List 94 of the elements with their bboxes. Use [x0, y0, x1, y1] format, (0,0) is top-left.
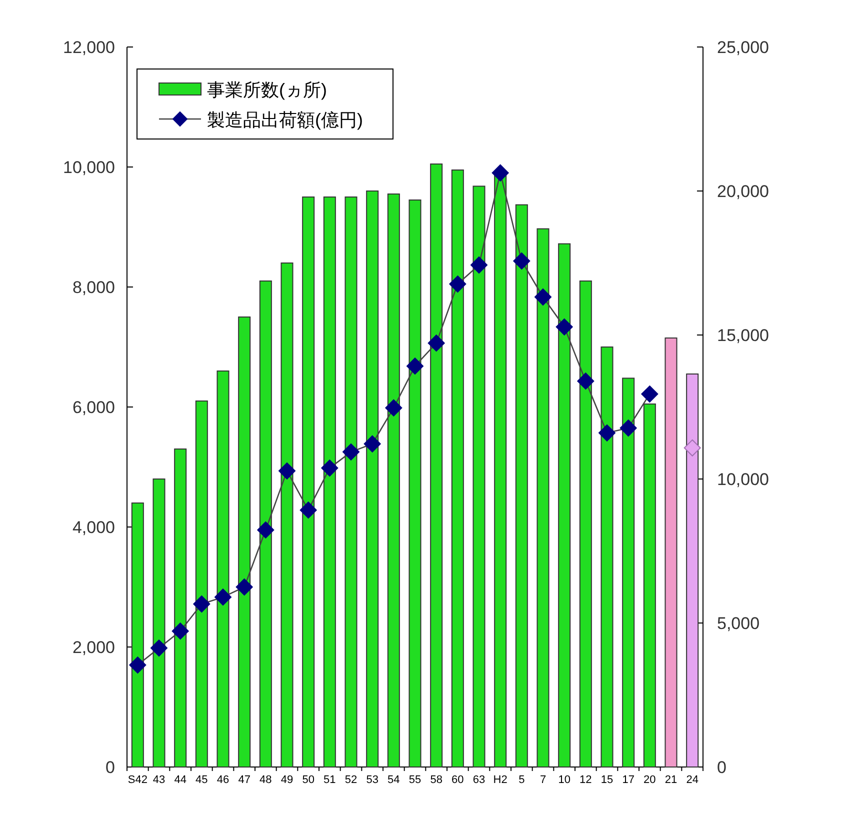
point — [321, 460, 338, 477]
bar — [195, 400, 208, 768]
bar — [366, 190, 379, 768]
bar — [259, 280, 272, 768]
point — [684, 439, 701, 456]
bar — [686, 374, 699, 768]
bar — [302, 196, 315, 768]
bar — [408, 200, 422, 768]
x-tick-label: 50 — [302, 774, 314, 786]
legend-label: 事業所数(ヵ所) — [207, 80, 327, 100]
bar — [344, 196, 358, 768]
point — [364, 435, 381, 452]
point — [342, 443, 360, 460]
x-tick-label: 43 — [152, 774, 166, 786]
x-tick-label: 48 — [260, 774, 272, 786]
point — [300, 502, 317, 519]
bar — [643, 404, 656, 768]
point — [214, 588, 232, 606]
bar — [131, 502, 144, 768]
x-tick-label: 52 — [344, 774, 358, 786]
bar — [323, 196, 336, 768]
point — [534, 288, 552, 306]
y-tick-label: 0 — [106, 758, 115, 777]
y-tick-label: 2,000 — [72, 638, 115, 657]
bar — [152, 478, 166, 768]
x-tick-label: 17 — [622, 774, 634, 786]
point — [428, 334, 445, 352]
bar — [280, 262, 294, 768]
x-tick-label: 7 — [540, 774, 546, 786]
bar — [387, 194, 400, 768]
x-tick-label: 53 — [366, 774, 378, 786]
bar — [536, 228, 550, 768]
bar — [600, 346, 614, 768]
point — [620, 420, 637, 437]
bar — [216, 370, 230, 768]
x-tick-label: 21 — [664, 774, 678, 786]
x-tick-label: 15 — [600, 774, 614, 786]
point — [236, 578, 253, 596]
point — [150, 640, 168, 657]
x-tick-label: 44 — [174, 774, 186, 786]
point — [193, 595, 210, 612]
y-tick-label: 12,000 — [63, 38, 115, 57]
bar — [472, 186, 486, 768]
x-tick-label: S42 — [128, 774, 148, 786]
x-tick-label: 12 — [580, 774, 592, 786]
bar — [558, 243, 571, 768]
x-tick-label: 24 — [686, 774, 698, 786]
x-tick-label: 58 — [430, 774, 442, 786]
point — [641, 386, 658, 403]
y2-tick-label: 15,000 — [717, 326, 769, 345]
point — [492, 164, 509, 182]
x-tick-label: 54 — [388, 774, 400, 786]
point — [406, 358, 424, 375]
x-tick-label: 47 — [238, 774, 250, 786]
x-tick-label: 10 — [558, 774, 570, 786]
bar — [451, 170, 464, 768]
bar — [238, 316, 251, 768]
bar — [579, 280, 592, 768]
y2-tick-label: 5,000 — [717, 614, 760, 633]
y-tick-label: 4,000 — [72, 518, 115, 537]
point — [278, 462, 296, 480]
x-tick-label: H2 — [493, 774, 508, 786]
x-tick-label: 60 — [452, 774, 464, 786]
x-tick-label: 20 — [644, 774, 656, 786]
x-tick-label: 63 — [472, 774, 486, 786]
bar — [664, 338, 678, 768]
point — [513, 252, 530, 270]
x-tick-label: 45 — [196, 774, 208, 786]
y2-tick-label: 25,000 — [717, 38, 769, 57]
x-tick-label: 49 — [280, 774, 294, 786]
point — [556, 318, 573, 336]
point — [385, 399, 402, 416]
point — [257, 521, 274, 538]
point — [470, 256, 488, 274]
bar — [174, 448, 187, 768]
y-tick-label: 10,000 — [63, 158, 115, 177]
bar — [622, 378, 635, 768]
x-tick-label: 51 — [324, 774, 336, 786]
point — [449, 276, 466, 293]
point — [598, 424, 616, 442]
x-tick-label: 46 — [216, 774, 230, 786]
y2-tick-label: 20,000 — [717, 182, 769, 201]
x-tick-label: 55 — [408, 774, 422, 786]
y2-tick-label: 10,000 — [717, 470, 769, 489]
bar — [515, 204, 528, 768]
point — [172, 622, 189, 640]
y-tick-label: 6,000 — [72, 398, 115, 417]
y2-tick-label: 0 — [717, 758, 726, 777]
bar — [430, 164, 443, 768]
legend-label: 製造品出荷額(億円) — [207, 110, 363, 130]
point — [577, 372, 594, 390]
point — [129, 656, 146, 674]
y-tick-label: 8,000 — [72, 278, 115, 297]
x-tick-label: 5 — [518, 774, 525, 786]
